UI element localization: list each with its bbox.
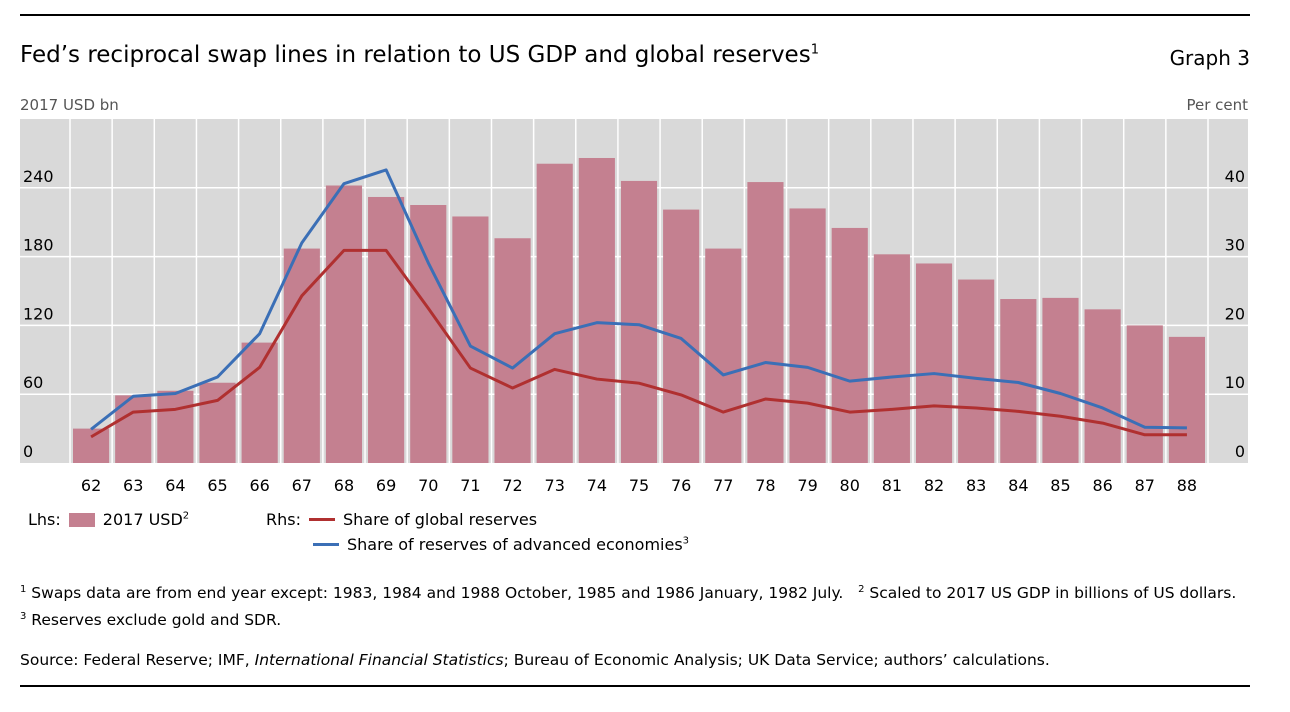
- right-tick-label: 10: [1225, 373, 1245, 392]
- bar-86: [1084, 309, 1121, 463]
- bar-75: [620, 180, 658, 464]
- bar-77: [705, 248, 742, 463]
- left-tick-label: 240: [23, 167, 54, 186]
- x-tick-label: 70: [418, 476, 438, 495]
- global-reserves-line: [90, 248, 1187, 439]
- footnote-1-mark: 1: [20, 584, 27, 595]
- legend-lhs-label: Lhs:: [28, 510, 61, 529]
- left-tick-label: 60: [23, 373, 43, 392]
- x-tick-label: 63: [123, 476, 143, 495]
- legend-advanced: Share of reserves of advanced economies3: [305, 535, 689, 554]
- bar-71: [452, 216, 489, 463]
- x-tick-label: 64: [165, 476, 185, 495]
- bar-62: [73, 428, 110, 463]
- footnote-2-mark: 2: [858, 584, 865, 595]
- left-tick-label: 0: [23, 442, 33, 461]
- x-tick-label: 84: [1008, 476, 1028, 495]
- legend-global-swatch: [308, 518, 335, 521]
- footnote-2: Scaled to 2017 US GDP in billions of US …: [864, 584, 1237, 603]
- legend-lhs: Lhs: 2017 USD2: [28, 510, 189, 529]
- title-footnote-mark: 1: [810, 42, 819, 58]
- legend-advanced-swatch: [313, 543, 339, 546]
- bar-81: [873, 254, 910, 463]
- x-tick-label: 72: [502, 476, 522, 495]
- chart-title: Fed’s reciprocal swap lines in relation …: [20, 42, 819, 68]
- right-tick-label: 40: [1225, 167, 1245, 186]
- left-tick-label: 120: [23, 304, 54, 323]
- x-tick-label: 66: [249, 476, 269, 495]
- right-tick-label: 20: [1225, 304, 1245, 323]
- x-tick-label: 67: [292, 476, 312, 495]
- x-tick-label: 86: [1092, 476, 1112, 495]
- right-tick-label: 0: [1235, 442, 1245, 461]
- source-text-c: ; Bureau of Economic Analysis; UK Data S…: [503, 651, 1050, 669]
- bar-70: [410, 205, 447, 463]
- legend-advanced-label: Share of reserves of advanced economies3: [347, 535, 689, 554]
- bar-64: [157, 390, 194, 463]
- bar-68: [325, 185, 363, 464]
- right-axis-unit: Per cent: [1186, 96, 1248, 114]
- x-tick-label: 73: [545, 476, 565, 495]
- x-tick-label: 87: [1135, 476, 1155, 495]
- x-tick-label: 69: [376, 476, 396, 495]
- x-tick-label: 82: [924, 476, 944, 495]
- left-tick-label: 180: [23, 236, 54, 255]
- bar-85: [1042, 297, 1079, 463]
- advanced-reserves-line: [90, 168, 1187, 431]
- bar-82: [915, 263, 953, 463]
- bar-66: [241, 342, 278, 463]
- x-tick-label: 80: [840, 476, 860, 495]
- legend-rhs: Rhs: Share of global reserves: [266, 510, 537, 529]
- footnotes: 1 Swaps data are from end year except: 1…: [20, 578, 1252, 632]
- x-tick-label: 77: [713, 476, 733, 495]
- x-tick-label: 78: [755, 476, 775, 495]
- source-text-a: Source: Federal Reserve; IMF,: [20, 651, 255, 669]
- source-note: Source: Federal Reserve; IMF, Internatio…: [20, 648, 1252, 672]
- x-tick-label: 79: [797, 476, 817, 495]
- legend-bar-label: 2017 USD2: [103, 510, 189, 529]
- bar-83: [958, 279, 995, 463]
- bar-73: [536, 163, 573, 463]
- legend-bar-note: 2: [182, 510, 190, 522]
- bar-76: [663, 209, 700, 463]
- legend-bar-swatch: [68, 512, 95, 527]
- top-rule: [20, 14, 1250, 16]
- footnote-1: Swaps data are from end year except: 198…: [26, 584, 844, 603]
- x-tick-label: 75: [629, 476, 649, 495]
- x-tick-label: 76: [671, 476, 691, 495]
- legend-advanced-note: 3: [682, 535, 690, 547]
- bar-74: [578, 157, 615, 463]
- bar-65: [199, 382, 236, 463]
- bar-88: [1168, 336, 1205, 463]
- x-tick-label: 81: [882, 476, 902, 495]
- x-tick-label: 71: [460, 476, 480, 495]
- source-text-italic: International Financial Statistics: [254, 651, 504, 669]
- x-tick-label: 62: [81, 476, 101, 495]
- footnote-3-mark: 3: [20, 611, 27, 623]
- bar-80: [831, 227, 868, 463]
- right-tick-label: 30: [1225, 236, 1245, 255]
- bar-72: [494, 238, 531, 463]
- legend-bar-text: 2017 USD: [102, 510, 183, 529]
- x-tick-label: 68: [334, 476, 354, 495]
- x-tick-label: 83: [966, 476, 986, 495]
- x-tick-label: 85: [1050, 476, 1070, 495]
- bar-78: [747, 182, 784, 464]
- graph-number: Graph 3: [1169, 46, 1250, 70]
- legend-global-label: Share of global reserves: [342, 510, 538, 529]
- title-text: Fed’s reciprocal swap lines in relation …: [20, 42, 811, 68]
- legend-advanced-text: Share of reserves of advanced economies: [347, 535, 683, 554]
- legend-rhs-label: Rhs:: [266, 510, 301, 529]
- x-tick-label: 65: [207, 476, 227, 495]
- bar-69: [368, 196, 405, 463]
- x-tick-label: 88: [1177, 476, 1197, 495]
- bar-79: [789, 208, 826, 463]
- x-tick-label: 74: [587, 476, 607, 495]
- left-axis-unit: 2017 USD bn: [20, 96, 119, 114]
- bottom-rule: [20, 685, 1250, 687]
- footnote-3: Reserves exclude gold and SDR.: [26, 611, 282, 630]
- bar-87: [1126, 325, 1163, 463]
